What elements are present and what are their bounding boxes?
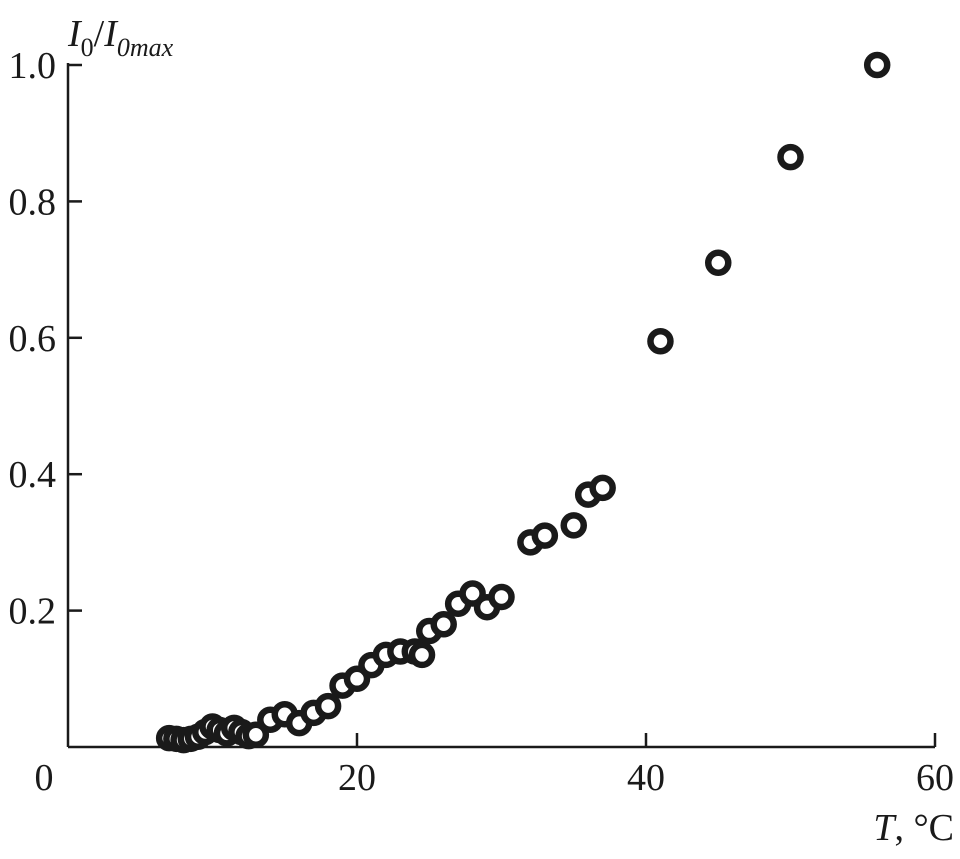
x-tick-label: 20	[338, 757, 376, 799]
data-point	[647, 327, 674, 355]
y-title-den-base: I	[103, 13, 119, 55]
x-tick-label: 40	[627, 757, 665, 799]
data-point	[408, 641, 436, 669]
data-point	[242, 721, 270, 748]
y-title-slash: /	[94, 13, 105, 55]
y-tick-label: 0.6	[9, 318, 57, 360]
y-tick-label: 1.0	[9, 45, 57, 87]
y-ticks: 0.2 0.4 0.6 0.8 1.0	[9, 45, 82, 633]
y-title-num-sub: 0	[81, 33, 94, 62]
x-title-unit: , °C	[894, 807, 954, 849]
y-tick-label: 0.2	[9, 591, 57, 633]
data-point	[488, 583, 515, 611]
data-point	[589, 474, 616, 502]
y-axis-title: I0/I0max	[67, 13, 174, 62]
data-point	[314, 692, 342, 720]
x-title-symbol: T	[873, 807, 897, 849]
data-point	[560, 512, 587, 539]
x-tick-label: 0	[35, 757, 54, 799]
data-point	[777, 143, 804, 171]
axes	[66, 63, 935, 749]
y-tick-label: 0.8	[9, 181, 57, 223]
y-tick-label: 0.4	[9, 454, 57, 496]
data-point	[531, 522, 559, 549]
y-title-num-base: I	[67, 13, 83, 55]
x-axis-title: T, °C	[873, 807, 954, 849]
data-point	[863, 51, 891, 79]
data-points	[155, 51, 891, 754]
data-point	[705, 249, 732, 277]
x-ticks: 0 20 40 60	[35, 733, 954, 799]
y-title-den-sub: 0max	[117, 33, 174, 62]
data-point	[430, 610, 457, 638]
x-tick-label: 60	[916, 757, 954, 799]
